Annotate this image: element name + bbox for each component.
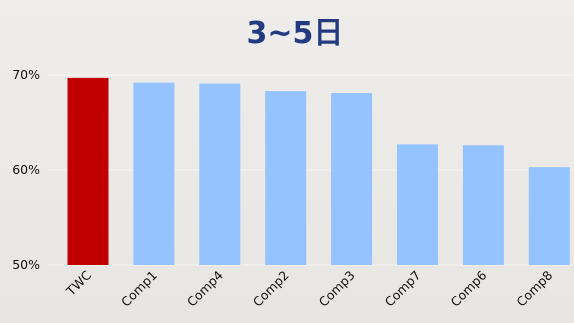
x-axis-labels: TWC Comp1 Comp4 Comp2 Comp3 Comp7 Comp6 Comp8 <box>62 267 555 309</box>
x-label-comp8: Comp8 <box>513 267 555 309</box>
y-tick-label-70: 70% <box>12 67 40 82</box>
y-tick-label-50: 50% <box>12 257 40 272</box>
x-label-twc: TWC <box>62 267 94 299</box>
bar-comp6 <box>462 145 504 265</box>
bar-twc <box>67 77 109 265</box>
bar-comp3 <box>331 93 373 265</box>
bar-comp4 <box>199 83 241 265</box>
bar-comp2 <box>265 91 307 266</box>
x-label-comp2: Comp2 <box>250 268 292 310</box>
y-tick-label-60: 60% <box>12 162 40 177</box>
bar-comp1 <box>133 82 175 265</box>
x-label-comp6: Comp6 <box>447 267 489 309</box>
y-axis-ticks: 50% 60% 70% <box>12 67 40 272</box>
x-label-comp3: Comp3 <box>316 268 358 310</box>
x-label-comp7: Comp7 <box>382 268 424 310</box>
chart-title: 3~5日 <box>246 16 344 51</box>
x-label-comp4: Comp4 <box>184 267 226 309</box>
bar-comp7 <box>397 144 438 265</box>
bar-comp8 <box>528 167 570 265</box>
bars <box>67 77 570 266</box>
x-label-comp1: Comp1 <box>118 268 160 310</box>
